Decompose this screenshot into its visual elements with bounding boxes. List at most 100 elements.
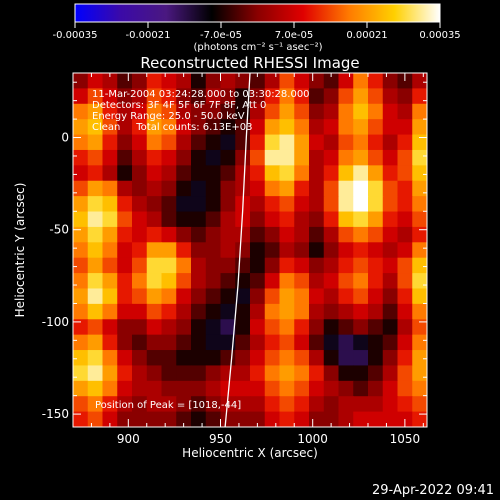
heatmap-cell xyxy=(382,180,399,197)
heatmap-cell xyxy=(353,73,369,89)
heatmap-cell xyxy=(220,211,236,228)
heatmap-cell xyxy=(397,88,413,105)
annotation-detectors: Detectors: 3F 4F 5F 6F 7F 8F, Att 0 xyxy=(92,100,266,111)
heatmap-cell xyxy=(117,257,133,274)
heatmap-cell xyxy=(73,257,89,274)
heatmap-cell xyxy=(161,365,177,382)
heatmap-cell xyxy=(382,119,399,136)
heatmap-cell xyxy=(73,211,89,228)
heatmap-cell xyxy=(353,149,369,166)
heatmap-cell xyxy=(264,303,281,320)
heatmap-cell xyxy=(338,180,354,197)
x-tick-label: 950 xyxy=(209,432,232,446)
heatmap-cell xyxy=(73,380,89,397)
heatmap-cell xyxy=(102,73,118,89)
heatmap-cell xyxy=(338,288,354,305)
heatmap-cell xyxy=(397,211,413,228)
heatmap-cell xyxy=(323,350,340,367)
heatmap-cell xyxy=(323,149,340,166)
heatmap-cell xyxy=(87,103,104,120)
heatmap-cell xyxy=(397,273,413,290)
heatmap-cell xyxy=(309,396,325,413)
heatmap-cell xyxy=(220,396,236,413)
colorbar-tick-label: 7.0e-05 xyxy=(275,30,313,41)
heatmap-cell xyxy=(279,211,295,228)
heatmap-cell xyxy=(279,196,295,213)
heatmap-cell xyxy=(191,134,207,151)
heatmap-cell xyxy=(132,134,148,151)
heatmap-cell xyxy=(102,165,118,182)
heatmap-cell xyxy=(87,396,104,413)
heatmap-cell xyxy=(176,319,192,336)
heatmap-cell xyxy=(117,103,133,120)
heatmap-cell xyxy=(102,134,118,151)
heatmap-cell xyxy=(368,149,384,166)
heatmap-cell xyxy=(338,73,354,89)
heatmap-cell xyxy=(250,88,266,105)
heatmap-cell xyxy=(161,257,177,274)
heatmap-cell xyxy=(87,288,104,305)
heatmap-cell xyxy=(294,380,310,397)
heatmap-cell xyxy=(117,196,133,213)
solar-limb-layer xyxy=(224,73,251,427)
heatmap-cell xyxy=(102,319,118,336)
heatmap-cell xyxy=(264,411,281,427)
heatmap-cell xyxy=(309,103,325,120)
heatmap-cell xyxy=(161,165,177,182)
heatmap-cell xyxy=(382,288,399,305)
heatmap-cell xyxy=(338,257,354,274)
heatmap-cell xyxy=(382,380,399,397)
heatmap-cell xyxy=(250,73,266,89)
heatmap-cell xyxy=(338,119,354,136)
heatmap-cell xyxy=(323,211,340,228)
peak-position-label: Position of Peak = [1018,-44] xyxy=(95,400,241,411)
heatmap-cell xyxy=(87,88,104,105)
heatmap-cell xyxy=(132,365,148,382)
heatmap-cell xyxy=(132,319,148,336)
heatmap-cell xyxy=(338,211,354,228)
heatmap-cell xyxy=(146,73,163,89)
heatmap-cell xyxy=(353,119,369,136)
heatmap-cell xyxy=(176,165,192,182)
heatmap-cell xyxy=(161,73,177,89)
heatmap-cell xyxy=(338,165,354,182)
heatmap-cell xyxy=(87,242,104,259)
heatmap-cell xyxy=(368,303,384,320)
heatmap-cell xyxy=(220,165,236,182)
heatmap-cell xyxy=(132,380,148,397)
heatmap-cell xyxy=(397,334,413,351)
heatmap-cell xyxy=(220,411,236,427)
heatmap-cell xyxy=(161,319,177,336)
heatmap-cell xyxy=(220,103,236,120)
heatmap-cell xyxy=(294,88,310,105)
heatmap-cell xyxy=(323,226,340,243)
heatmap-cell xyxy=(146,334,163,351)
heatmap-cell xyxy=(397,242,413,259)
heatmap-cell xyxy=(250,180,266,197)
heatmap-cell xyxy=(176,273,192,290)
heatmap-cell xyxy=(102,149,118,166)
heatmap-cell xyxy=(73,196,89,213)
colorbar-tick-label: 0.00035 xyxy=(419,30,460,41)
heatmap-cell xyxy=(117,273,133,290)
heatmap-cell xyxy=(338,242,354,259)
heatmap-cell xyxy=(161,380,177,397)
heatmap-cell xyxy=(323,319,340,336)
heatmap-cell xyxy=(191,334,207,351)
heatmap-cell xyxy=(117,88,133,105)
heatmap-cell xyxy=(102,257,118,274)
heatmap-cell xyxy=(220,319,236,336)
heatmap-cell xyxy=(161,303,177,320)
heatmap-cell xyxy=(191,119,207,136)
heatmap-cell xyxy=(294,103,310,120)
heatmap-cell xyxy=(368,350,384,367)
heatmap-cell xyxy=(117,411,133,427)
heatmap-cell xyxy=(279,180,295,197)
heatmap-cell xyxy=(220,149,236,166)
heatmap-cell xyxy=(294,165,310,182)
heatmap-cell xyxy=(205,288,222,305)
heatmap-cell xyxy=(117,303,133,320)
heatmap-cell xyxy=(250,380,266,397)
heatmap-cell xyxy=(382,149,399,166)
heatmap-cell xyxy=(353,88,369,105)
